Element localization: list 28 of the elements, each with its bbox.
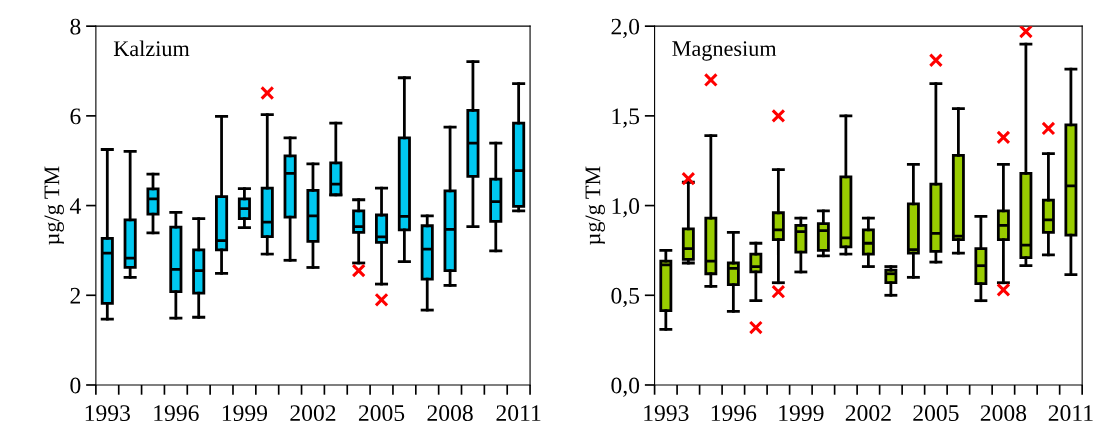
y-tick-label: 6 bbox=[70, 108, 81, 125]
chart-title: Kalzium bbox=[113, 40, 190, 57]
y-tick-label: 1,0 bbox=[612, 198, 640, 218]
x-tick-label: 1999 bbox=[779, 405, 824, 422]
x-tick-label: 2005 bbox=[358, 405, 405, 422]
x-tick-label: 2002 bbox=[845, 405, 891, 422]
y-axis-title: µg/g TM bbox=[44, 166, 64, 245]
x-tick-label: 1993 bbox=[644, 405, 689, 422]
x-tick-label: 2008 bbox=[427, 405, 473, 422]
x-tick-label: 1993 bbox=[85, 405, 130, 422]
x-tick-label: 2002 bbox=[290, 405, 336, 422]
y-tick-label: 2 bbox=[70, 287, 80, 304]
x-tick-label: 1996 bbox=[154, 405, 199, 422]
y-tick-label: 2,0 bbox=[611, 18, 640, 38]
x-tick-label: 2011 bbox=[1048, 405, 1093, 422]
y-tick-label: 8 bbox=[70, 18, 81, 35]
x-tick-label: 2008 bbox=[980, 405, 1027, 422]
y-tick-label: 0 bbox=[70, 377, 81, 394]
x-tick-label: 2011 bbox=[496, 405, 541, 422]
y-axis-title: µg/g TM bbox=[585, 166, 605, 245]
x-tick-label: 1999 bbox=[222, 405, 268, 422]
y-tick-label: 4 bbox=[69, 198, 81, 214]
x-tick-label: 1996 bbox=[711, 405, 757, 422]
x-tick-label: 2005 bbox=[913, 405, 959, 422]
y-tick-label: 0,5 bbox=[611, 287, 640, 308]
y-tick-label: 0,0 bbox=[611, 377, 640, 397]
text: Magnesium bbox=[672, 41, 777, 61]
y-tick-label: 1,5 bbox=[612, 108, 640, 128]
